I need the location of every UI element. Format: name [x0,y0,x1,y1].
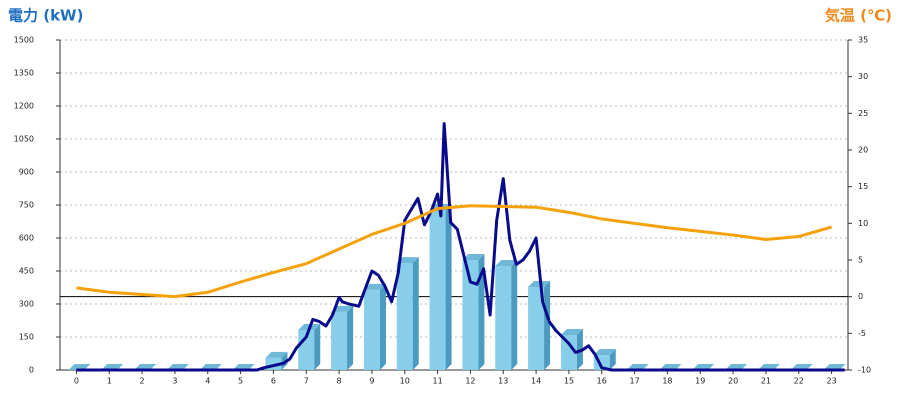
bar-top [462,254,485,260]
y2-tick-label: 5 [858,256,863,265]
x-tick-label: 0 [74,377,79,386]
bar-side [314,323,321,370]
bar-top [396,257,419,264]
x-tick-label: 2 [140,377,145,386]
bar-top [265,351,288,358]
y-tick-label: 600 [19,234,34,243]
bar-top [528,281,551,288]
bar-front [363,289,380,370]
y2-tick-label: 0 [858,292,863,301]
bar-front [462,260,479,370]
bar-side [445,204,452,370]
y2-tick-label: 30 [858,72,868,81]
x-tick-label: 8 [337,377,342,386]
y-tick-label: 1050 [14,135,34,144]
bar [528,281,551,370]
y2-tick-label: 15 [858,182,868,191]
bar-front [429,210,446,370]
bar-side [544,281,551,370]
bar-front [560,335,577,370]
y-tick-label: 0 [29,366,34,375]
bar-front [495,265,512,370]
x-tick-label: 21 [761,377,771,386]
x-tick-label: 17 [629,377,639,386]
bar-side [478,254,485,370]
x-tick-label: 22 [794,377,804,386]
bar-top [363,283,386,290]
y-tick-label: 300 [19,300,34,309]
bar [462,254,485,370]
bar-side [609,349,616,370]
y2-tick-label: -10 [858,366,871,375]
bar [495,259,518,370]
x-tick-label: 15 [564,377,574,386]
line [76,204,833,299]
bar-top [593,349,616,356]
y-axis-title: 電力 (kW) [8,7,83,25]
x-tick-label: 9 [369,377,374,386]
x-tick-label: 1 [107,377,112,386]
x-tick-label: 23 [826,377,836,386]
x-tick-label: 16 [597,377,607,386]
x-tick-label: 6 [271,377,276,386]
y2-tick-label: -5 [858,329,866,338]
y2-axis-title: 気温 (℃) [825,7,892,25]
x-tick-label: 7 [304,377,309,386]
x-tick-label: 19 [695,377,705,386]
bar-top [560,329,583,336]
line [76,122,845,372]
bar-front [331,311,348,370]
x-tick-label: 13 [498,377,508,386]
y-tick-label: 1500 [14,36,34,45]
y-tick-label: 450 [19,267,34,276]
x-tick-label: 12 [465,377,475,386]
x-tick-label: 10 [400,377,410,386]
y2-tick-label: 25 [858,109,868,118]
x-tick-label: 11 [432,377,442,386]
x-tick-label: 14 [531,377,541,386]
y-tick-label: 1350 [14,69,34,78]
y-tick-label: 750 [19,201,34,210]
x-tick-label: 4 [205,377,210,386]
y-tick-label: 150 [19,333,34,342]
bar [429,204,452,370]
bar-side [511,259,518,370]
bar [331,305,354,370]
y2-tick-label: 35 [858,36,868,45]
y-tick-label: 1200 [14,102,34,111]
bar-side [347,305,354,370]
x-tick-label: 5 [238,377,243,386]
bar-front [396,263,413,370]
y-tick-label: 900 [19,168,34,177]
bar-side [379,283,386,370]
bar-top [495,259,518,266]
y2-tick-label: 10 [858,219,868,228]
bar [363,283,386,370]
bar-front [528,287,545,370]
x-tick-label: 18 [662,377,672,386]
bar-side [412,257,419,370]
x-tick-label: 3 [172,377,177,386]
y2-tick-label: 20 [858,146,868,155]
bar [396,257,419,370]
x-tick-label: 20 [728,377,738,386]
